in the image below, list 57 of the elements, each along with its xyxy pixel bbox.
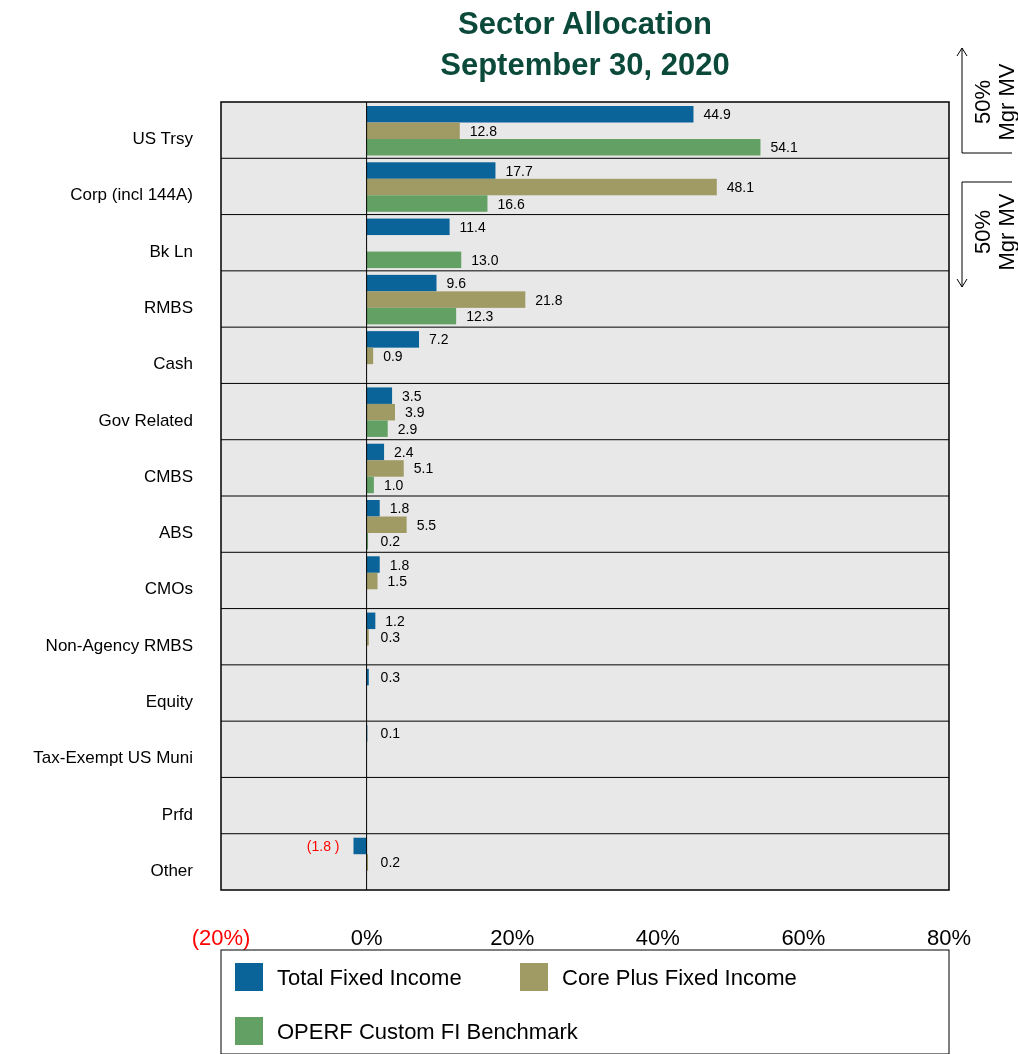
y-tick-label: CMOs bbox=[144, 579, 193, 599]
y-tick-label: Bk Ln bbox=[149, 241, 193, 261]
data-label: 0.9 bbox=[383, 347, 403, 364]
y-tick-label: Corp (incl 144A) bbox=[70, 185, 193, 205]
y-tick-label: Prfd bbox=[161, 804, 193, 824]
text: 50% Mgr MV bbox=[970, 63, 1018, 141]
data-label: 16.6 bbox=[497, 195, 525, 212]
data-label: 3.5 bbox=[402, 387, 422, 404]
x-tick-label: 80% bbox=[926, 925, 972, 950]
data-label: 0.2 bbox=[380, 533, 401, 550]
data-label: 3.9 bbox=[404, 404, 425, 421]
y-tick-label: Gov Related bbox=[98, 410, 193, 430]
data-label: 7.2 bbox=[429, 331, 449, 348]
data-label: 1.2 bbox=[385, 612, 406, 629]
y-tick-label: US Trsy bbox=[132, 129, 194, 149]
y-tick-label: Equity bbox=[145, 692, 194, 711]
x-tick-label: 0% bbox=[350, 925, 383, 950]
y-tick-label: Non-Agency RMBS bbox=[45, 635, 193, 655]
y-tick-label: CMBS bbox=[143, 466, 193, 486]
legend-label: Core Plus Fixed Income bbox=[562, 965, 797, 990]
data-label: 0.3 bbox=[380, 629, 401, 646]
x-tick-label: 40% bbox=[635, 925, 680, 950]
data-label: 48.1 bbox=[726, 179, 755, 196]
data-label: 1.8 bbox=[389, 500, 410, 517]
data-label: 2.4 bbox=[394, 443, 414, 460]
data-label: 54.1 bbox=[770, 139, 798, 156]
x-tick-label: (20%) bbox=[191, 925, 251, 950]
data-label: 2.9 bbox=[397, 420, 418, 437]
text: 50% Mgr MV bbox=[970, 193, 1018, 271]
data-label: 17.7 bbox=[505, 162, 533, 179]
y-tick-label: RMBS bbox=[143, 298, 193, 317]
x-tick-label: 60% bbox=[781, 925, 826, 950]
chart-subtitle: September 30, 2020 bbox=[440, 47, 730, 82]
data-label: 0.3 bbox=[380, 669, 401, 686]
data-label: 13.0 bbox=[471, 251, 499, 268]
legend-label: OPERF Custom FI Benchmark bbox=[277, 1019, 579, 1044]
data-label: 9.6 bbox=[446, 275, 467, 292]
data-label: 5.5 bbox=[416, 516, 437, 533]
data-label: 12.3 bbox=[466, 308, 494, 325]
x-tick-label: 20% bbox=[490, 925, 535, 950]
legend-label: Total Fixed Income bbox=[277, 965, 462, 990]
chart-title: Sector Allocation bbox=[458, 6, 712, 41]
data-label: 12.8 bbox=[469, 122, 498, 139]
data-label: 11.4 bbox=[459, 218, 487, 235]
data-label: 0.1 bbox=[380, 725, 401, 742]
y-tick-label: Tax-Exempt US Muni bbox=[33, 748, 193, 768]
data-label: (1.8 ) bbox=[306, 837, 340, 854]
data-label: 44.9 bbox=[703, 106, 731, 123]
data-label: 5.1 bbox=[413, 460, 434, 477]
y-tick-label: Other bbox=[150, 860, 194, 880]
data-label: 1.0 bbox=[383, 476, 404, 493]
data-label: 21.8 bbox=[535, 291, 563, 308]
data-label: 0.2 bbox=[380, 854, 401, 871]
y-tick-label: Cash bbox=[153, 354, 193, 374]
y-tick-label: ABS bbox=[158, 523, 193, 543]
data-label: 1.8 bbox=[389, 556, 410, 573]
data-label: 1.5 bbox=[387, 573, 408, 590]
